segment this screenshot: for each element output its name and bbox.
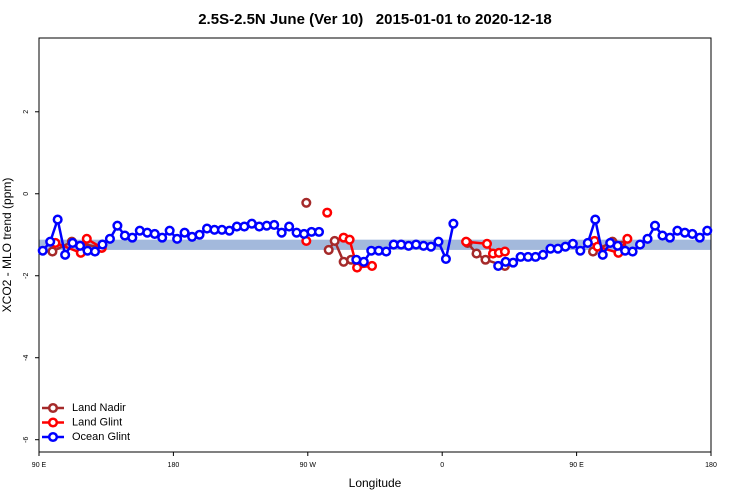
data-point: [635, 239, 646, 250]
data-point: [37, 245, 48, 256]
data-point: [149, 228, 160, 239]
data-point: [664, 232, 675, 243]
data-point: [172, 233, 183, 244]
data-point: [649, 220, 661, 231]
y-tick-label: 0: [23, 192, 30, 196]
data-point: [322, 207, 333, 218]
data-point: [433, 236, 444, 247]
data-point: [481, 238, 493, 249]
data-point: [575, 245, 586, 256]
data-point: [461, 236, 472, 247]
data-point: [582, 237, 593, 249]
data-point: [157, 232, 168, 243]
data-point: [597, 249, 608, 260]
data-point: [301, 197, 312, 208]
data-point: [425, 241, 437, 252]
data-point: [627, 246, 638, 257]
data-point: [694, 232, 705, 243]
data-point: [612, 240, 623, 251]
data-point: [179, 227, 190, 238]
data-point: [493, 260, 504, 271]
data-point: [269, 219, 280, 230]
data-point: [75, 240, 86, 251]
data-point: [47, 246, 58, 257]
data-point: [366, 260, 378, 271]
data-point: [276, 227, 287, 238]
data-point: [112, 220, 123, 231]
data-point: [480, 254, 491, 265]
data-point: [45, 236, 56, 247]
data-point: [642, 233, 653, 244]
x-axis-label: Longitude: [349, 476, 402, 490]
data-point: [567, 238, 578, 249]
data-point: [89, 246, 101, 257]
data-point: [329, 235, 340, 246]
y-axis-label: XCO2 - MLO trend (ppm): [0, 178, 14, 313]
data-point: [499, 246, 510, 257]
chart-title: 2.5S-2.5N June (Ver 10) 2015-01-01 to 20…: [198, 11, 552, 28]
data-point: [97, 239, 108, 250]
x-tick-label: 90 E: [32, 462, 47, 469]
legend-marker: [47, 402, 59, 414]
x-tick-label: 90 W: [300, 462, 317, 469]
data-point: [81, 233, 92, 244]
y-tick-label: -2: [23, 273, 30, 279]
data-point: [344, 234, 355, 245]
data-point: [52, 214, 63, 225]
data-point: [164, 225, 175, 236]
data-point: [224, 225, 235, 236]
data-point: [622, 233, 633, 244]
legend-marker: [47, 417, 59, 428]
data-point: [440, 253, 451, 264]
x-tick-label: 180: [705, 462, 717, 469]
reference-band: [39, 239, 711, 250]
legend-label: Ocean Glint: [72, 431, 130, 443]
data-point: [127, 232, 138, 243]
legend-label: Land Glint: [72, 416, 122, 428]
data-point: [687, 228, 698, 239]
data-point: [471, 248, 482, 259]
data-point: [381, 246, 392, 257]
data-point: [284, 221, 295, 232]
data-point: [537, 249, 549, 260]
data-point: [508, 257, 519, 268]
data-point: [104, 233, 115, 244]
y-tick-label: -4: [23, 355, 30, 361]
legend-marker: [47, 431, 59, 443]
y-tick-label: 2: [23, 110, 30, 114]
data-point: [702, 225, 713, 236]
x-tick-label: 0: [440, 462, 444, 469]
data-point: [60, 249, 71, 260]
data-point: [358, 256, 369, 267]
data-point: [323, 244, 334, 255]
data-point: [590, 214, 601, 225]
y-tick-label: -6: [23, 436, 30, 442]
plot-frame: [38, 37, 712, 453]
data-point: [194, 229, 205, 240]
data-point: [448, 218, 459, 229]
x-tick-label: 90 E: [569, 462, 584, 469]
x-tick-label: 180: [168, 462, 180, 469]
legend-label: Land Nadir: [72, 402, 126, 414]
data-point: [313, 226, 325, 237]
data-point: [352, 262, 363, 273]
